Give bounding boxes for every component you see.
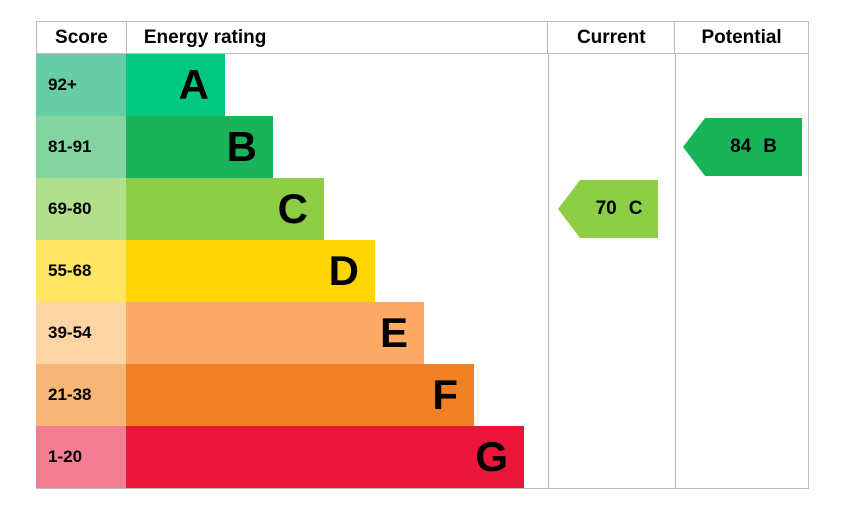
chart-body: 92+ A 81-91 B 69-80 C 55-68 D 39-54 E 21… xyxy=(36,54,809,489)
table-right-border xyxy=(808,54,809,488)
score-range: 39-54 xyxy=(36,302,126,364)
band-bar: F xyxy=(126,364,474,426)
band-letter: A xyxy=(178,61,209,108)
band-bar: A xyxy=(126,54,225,116)
score-range: 21-38 xyxy=(36,364,126,426)
current-rating-band: C xyxy=(628,198,643,219)
header-current: Current xyxy=(548,22,676,53)
chart-table: Score Energy rating Current Potential 92… xyxy=(36,21,809,489)
potential-rating-band: B xyxy=(763,136,777,157)
column-divider-current-potential xyxy=(675,54,676,488)
header-potential: Potential xyxy=(675,22,809,53)
band-bar: B xyxy=(126,116,273,178)
band-bar: C xyxy=(126,178,324,240)
table-header: Score Energy rating Current Potential xyxy=(36,21,809,54)
band-letter: G xyxy=(475,433,508,480)
band-bar: G xyxy=(126,426,524,488)
current-rating-arrow: 70 C xyxy=(558,180,658,238)
potential-rating-value: 84 xyxy=(730,136,752,157)
band-letter: E xyxy=(379,309,408,356)
band-letter: D xyxy=(328,247,359,294)
band-row-a: 92+ A xyxy=(36,54,809,116)
score-range: 92+ xyxy=(36,54,126,116)
band-row-g: 1-20 G xyxy=(36,426,809,488)
band-letter: B xyxy=(226,123,257,170)
band-row-b: 81-91 B xyxy=(36,116,809,178)
current-rating-value: 70 xyxy=(595,198,617,219)
header-energy-rating: Energy rating xyxy=(127,22,549,53)
band-bar: D xyxy=(126,240,375,302)
band-letter: F xyxy=(432,371,458,418)
score-range: 69-80 xyxy=(36,178,126,240)
column-divider-rating-current xyxy=(548,54,549,488)
band-row-e: 39-54 E xyxy=(36,302,809,364)
band-letter: C xyxy=(277,185,308,232)
band-row-d: 55-68 D xyxy=(36,240,809,302)
band-row-f: 21-38 F xyxy=(36,364,809,426)
header-score: Score xyxy=(37,22,127,53)
potential-rating-arrow: 84 B xyxy=(683,118,802,176)
score-range: 55-68 xyxy=(36,240,126,302)
band-bar: E xyxy=(126,302,424,364)
band-row-c: 69-80 C xyxy=(36,178,809,240)
score-range: 81-91 xyxy=(36,116,126,178)
score-range: 1-20 xyxy=(36,426,126,488)
